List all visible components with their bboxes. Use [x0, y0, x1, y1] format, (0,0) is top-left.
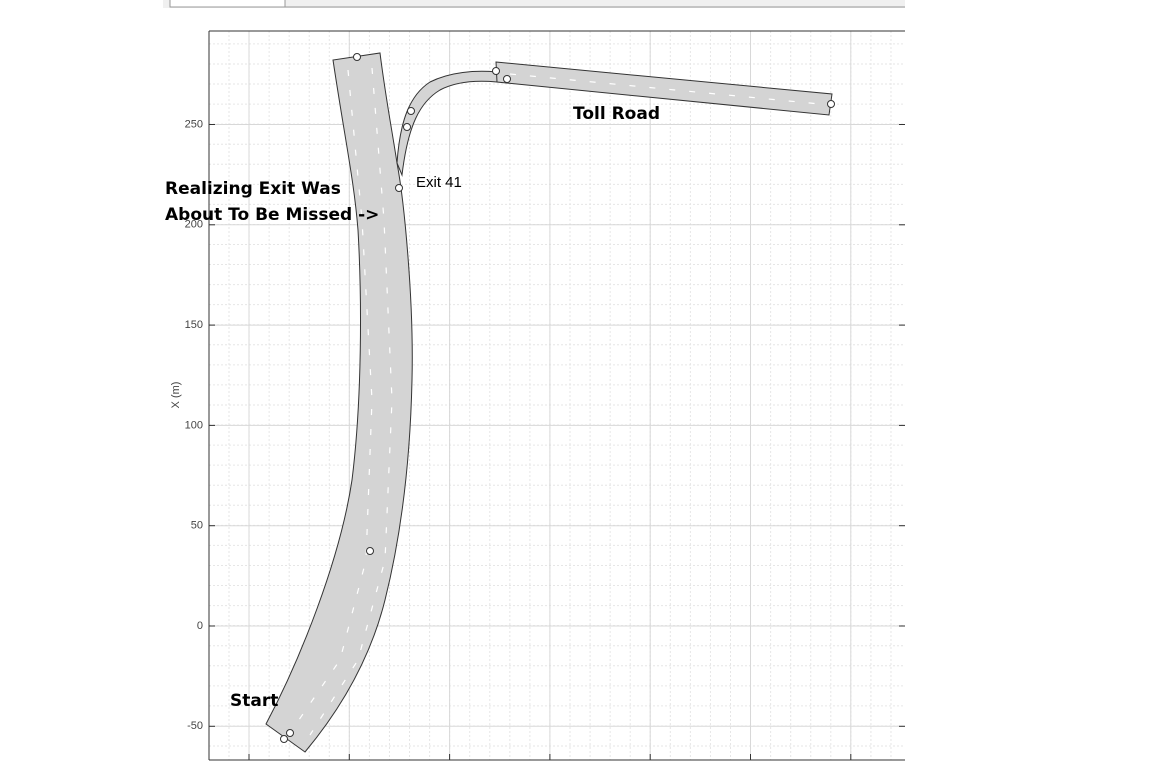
y-tick-label: 0 — [197, 620, 203, 632]
y-tick-label: 150 — [185, 319, 203, 331]
roads — [265, 52, 835, 753]
y-axis-label: X (m) — [170, 382, 182, 409]
canvas-bg — [163, 8, 905, 775]
y-tick-label: 50 — [191, 520, 203, 532]
y-tick-label: 100 — [185, 419, 203, 431]
annotation: About To Be Missed -> — [165, 205, 379, 225]
tab-label[interactable]: Scenario Canvas — [182, 0, 258, 2]
y-tick-label: 250 — [185, 118, 203, 130]
tab[interactable] — [169, 0, 286, 8]
annotation: Toll Road — [573, 104, 660, 124]
main-road — [265, 52, 413, 753]
annotation: Exit 41 — [416, 174, 462, 191]
waypoints — [280, 53, 835, 743]
toll-road — [495, 61, 833, 116]
annotation: Realizing Exit Was — [165, 179, 341, 199]
y-tick-label: -50 — [187, 720, 203, 732]
annotation: Start — [230, 691, 278, 711]
y-tick-label: 200 — [185, 219, 203, 231]
lane-marking — [291, 69, 373, 731]
